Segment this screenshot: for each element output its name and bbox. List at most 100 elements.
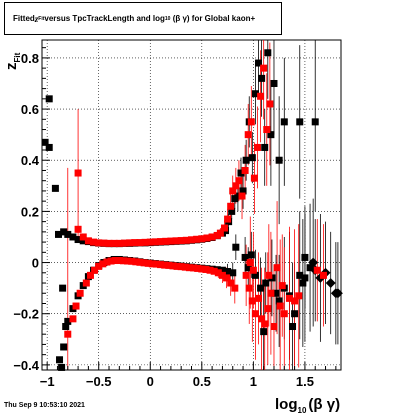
x-tick-label: 1.5: [296, 374, 314, 389]
data-point: [296, 118, 304, 126]
data-point: [228, 207, 236, 215]
y-tick-label: 0.2: [21, 204, 39, 219]
data-point: [79, 233, 87, 241]
data-point: [216, 229, 224, 237]
data-point: [251, 90, 259, 98]
data-point: [110, 239, 118, 247]
data-point: [62, 323, 70, 331]
data-point: [270, 323, 278, 331]
data-point: [249, 266, 257, 274]
data-point: [285, 294, 293, 302]
data-point: [280, 118, 288, 126]
data-point: [264, 49, 272, 57]
data-point: [306, 264, 314, 272]
data-point: [41, 138, 49, 146]
error-bars: [67, 40, 339, 370]
data-point: [227, 279, 235, 287]
y-tick-label: 0.6: [21, 102, 39, 117]
data-point: [56, 356, 64, 364]
title-suffix: (β γ) for Global kaon+: [172, 14, 256, 23]
data-point: [232, 182, 240, 190]
data-point: [51, 184, 59, 192]
data-point: [140, 259, 148, 267]
data-point: [275, 297, 283, 305]
data-point: [74, 236, 82, 244]
data-point: [260, 328, 268, 336]
data-point: [273, 264, 281, 272]
title-z-sub: Fit: [38, 15, 45, 22]
data-point: [152, 260, 160, 268]
svg-text:log10(β γ): log10 (β γ): [275, 396, 340, 414]
data-point: [248, 154, 256, 162]
svg-text:zFit: zFit: [3, 52, 22, 70]
x-axis-label: log10 (β γ): [275, 396, 340, 414]
data-point: [234, 192, 242, 200]
data-point: [295, 292, 303, 300]
data-point: [296, 271, 304, 279]
data-point: [141, 238, 149, 246]
data-point: [91, 266, 99, 274]
data-point: [146, 238, 154, 246]
data-point: [280, 310, 288, 318]
data-point: [64, 230, 72, 238]
data-point: [182, 236, 190, 244]
x-axis-label-tail: (β γ): [308, 396, 340, 413]
x-axis-label-sub: 10: [298, 406, 307, 414]
data-point: [260, 64, 268, 72]
data-point: [99, 260, 107, 268]
data-point: [45, 143, 53, 151]
data-point: [54, 230, 62, 238]
data-point: [261, 320, 269, 328]
data-point: [266, 100, 274, 108]
data-point: [258, 74, 266, 82]
data-point: [241, 166, 249, 174]
data-point: [136, 239, 144, 247]
data-point: [190, 264, 198, 272]
data-point: [247, 118, 255, 126]
x-tick-label: 1: [250, 374, 257, 389]
data-point: [198, 265, 206, 273]
data-point: [237, 169, 245, 177]
data-point: [229, 187, 237, 195]
data-point: [185, 264, 193, 272]
data-point: [128, 257, 136, 265]
data-point: [241, 253, 249, 261]
title-middle: versus TpcTrackLength and log: [44, 14, 165, 23]
data-point: [115, 239, 123, 247]
data-point: [223, 274, 231, 282]
data-point: [239, 187, 247, 195]
data-point: [291, 310, 299, 318]
data-point: [261, 143, 269, 151]
data-point: [111, 257, 119, 265]
data-point: [198, 235, 206, 243]
data-point: [257, 92, 265, 100]
data-point: [238, 192, 246, 200]
data-point: [227, 202, 235, 210]
data-point: [161, 261, 169, 269]
data-point: [177, 237, 185, 245]
data-point: [299, 279, 307, 287]
data-point: [58, 363, 66, 371]
data-point: [74, 225, 82, 233]
data-point: [151, 238, 159, 246]
data-point: [173, 262, 181, 270]
data-point: [245, 284, 253, 292]
data-point: [332, 288, 343, 299]
y-tick-label: 0: [32, 256, 39, 271]
data-point: [218, 266, 226, 274]
data-point: [59, 284, 67, 292]
data-point: [90, 238, 98, 246]
data-point: [60, 228, 68, 236]
data-point: [255, 59, 263, 67]
data-point: [165, 261, 173, 269]
data-point: [301, 253, 309, 261]
data-point: [319, 271, 327, 279]
grid: [42, 40, 341, 370]
data-points: [41, 49, 343, 371]
data-point: [69, 315, 77, 323]
y-tick-label: −0.2: [13, 307, 39, 322]
data-point: [144, 259, 152, 267]
data-point: [275, 156, 283, 164]
data-point: [188, 236, 195, 244]
data-point: [103, 258, 111, 266]
